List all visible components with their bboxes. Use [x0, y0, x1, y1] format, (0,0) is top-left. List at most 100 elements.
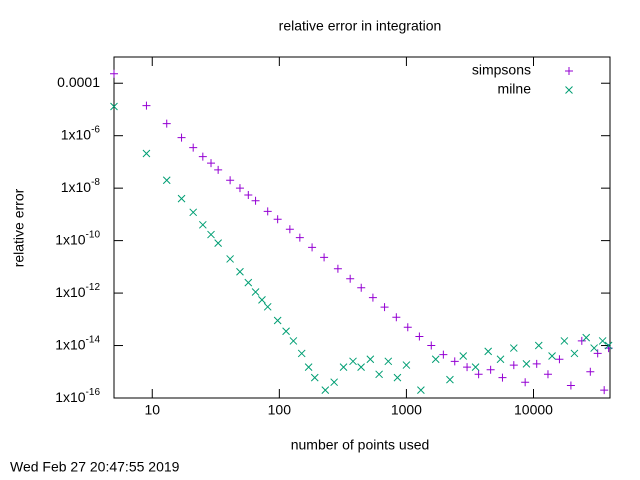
cross-marker	[142, 149, 151, 158]
plus-marker	[110, 69, 118, 78]
cross-marker	[321, 386, 330, 394]
y-tick-label: 1x10-14	[55, 334, 100, 352]
cross-marker	[560, 337, 569, 345]
plus-marker	[273, 215, 282, 224]
y-tick-label-base: 1x10	[55, 336, 86, 352]
plus-marker	[177, 133, 186, 142]
plus-marker	[543, 370, 552, 379]
cross-marker	[446, 375, 454, 384]
y-tick-label: 1x10-8	[61, 177, 101, 195]
cross-marker	[384, 357, 393, 366]
cross-marker	[162, 176, 171, 185]
plus-marker	[142, 101, 151, 110]
plus-marker	[214, 165, 223, 174]
cross-marker	[189, 208, 198, 217]
plus-marker	[521, 378, 530, 387]
y-tick-label: 0.0001	[57, 74, 100, 90]
plus-marker	[486, 365, 495, 374]
y-tick-label-base: 1x10	[61, 126, 92, 142]
plus-marker	[244, 190, 253, 199]
plus-marker	[403, 323, 412, 332]
plus-marker	[368, 293, 377, 302]
plus-marker	[320, 253, 329, 262]
y-tick-label-exponent: -14	[86, 334, 101, 345]
legend-label: milne	[498, 81, 532, 97]
x-axis-label: number of points used	[291, 437, 430, 453]
plus-marker	[577, 336, 586, 345]
plus-marker	[509, 361, 518, 370]
y-tick-label-exponent: -8	[91, 177, 100, 188]
plus-marker	[593, 349, 602, 358]
cross-marker	[598, 337, 607, 345]
cross-marker	[357, 363, 365, 372]
cross-marker	[207, 230, 215, 239]
y-tick-label-base: 1x10	[61, 179, 92, 195]
cross-marker	[251, 288, 260, 296]
cross-marker	[263, 302, 272, 311]
cross-marker	[310, 373, 319, 382]
plus-marker	[207, 159, 216, 168]
cross-marker	[582, 333, 591, 342]
plus-marker	[566, 381, 575, 390]
cross-marker	[177, 194, 186, 203]
cross-marker	[375, 370, 383, 379]
plus-marker	[600, 386, 609, 395]
plus-marker	[295, 233, 304, 242]
plus-marker	[189, 143, 198, 152]
plus-marker	[474, 370, 483, 379]
x-tick-label: 100	[268, 402, 292, 418]
plus-marker	[450, 357, 459, 366]
cross-marker	[304, 363, 313, 372]
cross-marker	[198, 220, 207, 229]
plot-frame	[113, 56, 611, 399]
cross-marker	[330, 378, 339, 387]
x-tick-label: 10000	[514, 402, 553, 418]
legend-marker	[565, 86, 573, 94]
cross-marker	[226, 255, 234, 263]
plus-marker	[162, 119, 171, 128]
cross-marker	[402, 361, 411, 369]
plus-marker	[392, 313, 401, 322]
cross-marker	[366, 355, 375, 364]
y-tick-label-base: 1x10	[55, 231, 86, 247]
cross-marker	[417, 386, 425, 394]
cross-marker	[258, 296, 266, 304]
plus-marker	[285, 225, 294, 234]
y-tick-label-exponent: -12	[86, 282, 101, 293]
plus-marker	[263, 207, 272, 216]
plus-marker	[333, 264, 342, 273]
plus-marker	[427, 341, 436, 350]
legend-marker	[565, 67, 573, 75]
cross-marker	[590, 344, 598, 352]
plus-marker	[357, 283, 366, 292]
plus-marker	[415, 332, 424, 341]
cross-marker	[509, 344, 518, 352]
y-tick-label-exponent: -6	[91, 124, 100, 135]
plus-marker	[235, 184, 244, 193]
plus-marker	[463, 363, 472, 372]
plus-marker	[498, 373, 507, 382]
cross-marker	[349, 357, 357, 366]
cross-marker	[273, 316, 282, 325]
cross-marker	[289, 337, 298, 345]
cross-marker	[604, 341, 613, 350]
y-axis-label: relative error	[11, 188, 27, 267]
cross-marker	[471, 363, 480, 372]
chart-title: relative error in integration	[279, 18, 442, 34]
y-tick-label: 1x10-16	[55, 387, 100, 405]
plus-marker	[226, 176, 235, 185]
cross-marker	[496, 355, 505, 364]
y-tick-label-exponent: -10	[86, 229, 101, 240]
cross-marker	[534, 341, 543, 350]
y-tick-label-base: 1x10	[55, 284, 86, 300]
cross-marker	[548, 352, 556, 360]
cross-marker	[459, 352, 468, 360]
plus-marker	[439, 350, 448, 359]
plus-marker	[380, 303, 389, 312]
plus-marker	[251, 196, 260, 205]
cross-marker	[214, 239, 223, 248]
y-tick-label: 1x10-10	[55, 229, 100, 247]
cross-marker	[484, 347, 493, 356]
y-tick-label-base: 1x10	[55, 389, 86, 405]
